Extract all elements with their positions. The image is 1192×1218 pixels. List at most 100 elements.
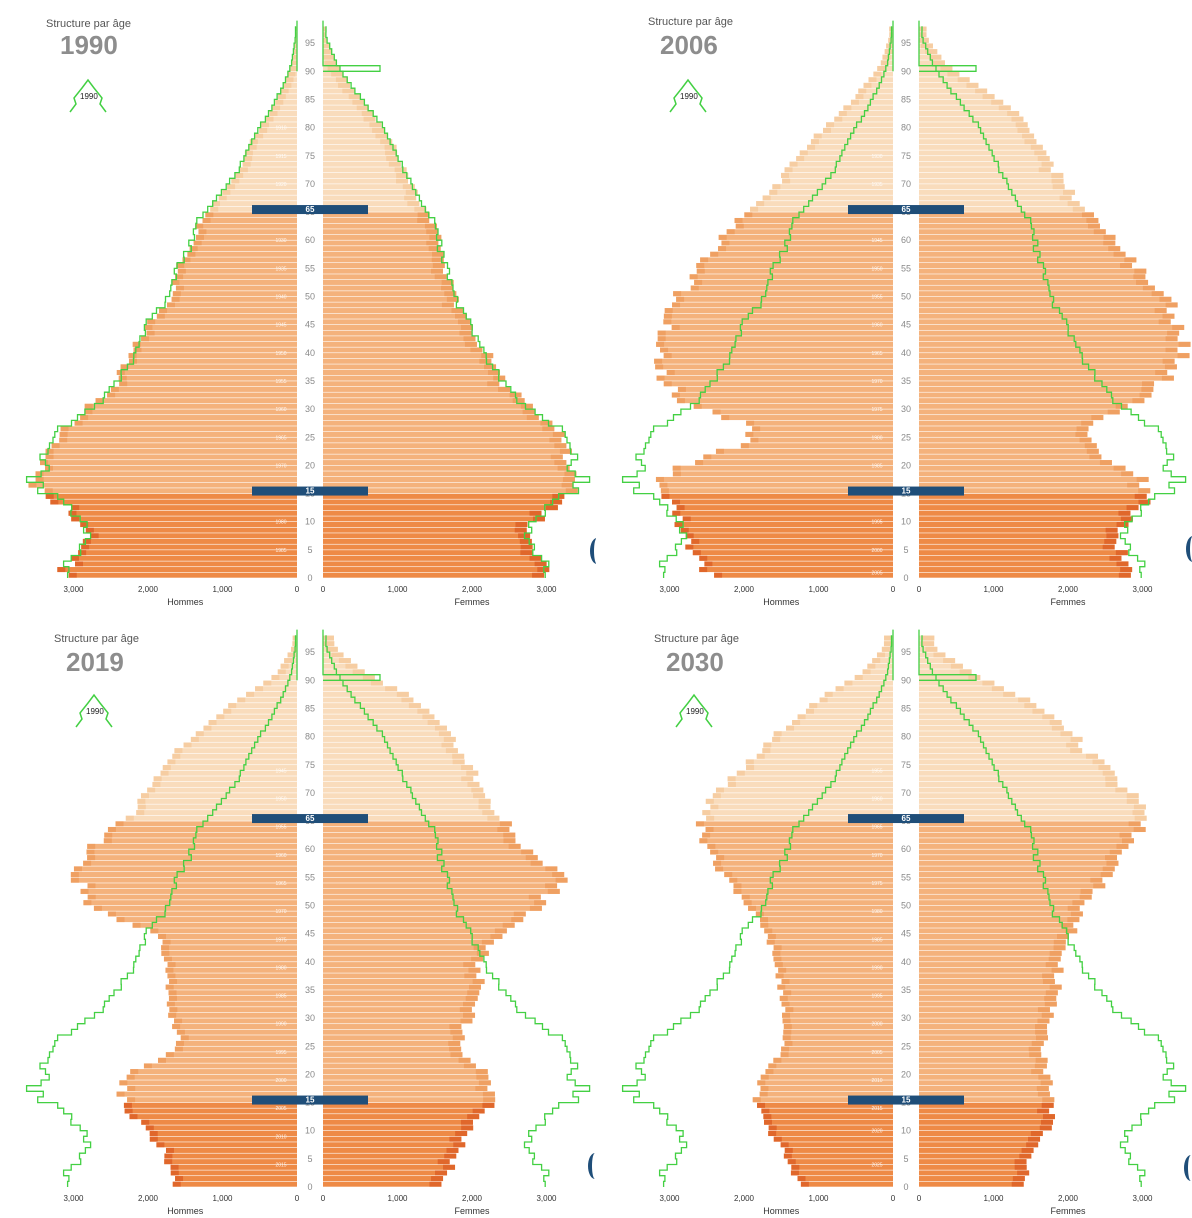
bar-women-excess bbox=[1053, 939, 1066, 945]
bar-men-excess bbox=[716, 855, 725, 861]
age-tick-label: 50 bbox=[901, 901, 911, 911]
bar-men-excess bbox=[165, 1052, 174, 1058]
bar-women-excess bbox=[1066, 742, 1079, 748]
bar-men bbox=[40, 460, 298, 466]
bar-men bbox=[656, 375, 893, 381]
bar-men-excess bbox=[223, 708, 232, 714]
bar-women bbox=[323, 127, 385, 133]
bar-men-excess bbox=[132, 341, 141, 347]
bar-men-excess bbox=[782, 178, 791, 184]
bar-men bbox=[792, 720, 893, 726]
bar-women-excess bbox=[1116, 843, 1129, 849]
bar-women bbox=[919, 956, 1061, 962]
bar-men bbox=[782, 1035, 893, 1041]
bar-men bbox=[146, 330, 297, 336]
bar-women bbox=[323, 313, 468, 319]
bar-men-excess bbox=[655, 364, 664, 370]
bar-women-excess bbox=[435, 1170, 448, 1176]
bar-men-excess bbox=[781, 978, 790, 985]
bar-women-excess bbox=[529, 510, 542, 516]
bar-women bbox=[919, 1097, 1055, 1103]
age-band-marker bbox=[848, 205, 964, 215]
bar-men-excess bbox=[242, 161, 251, 167]
bar-women-excess bbox=[1031, 1069, 1044, 1075]
bar-women bbox=[323, 161, 401, 167]
bar-women bbox=[323, 1119, 473, 1125]
bar-men bbox=[674, 522, 893, 528]
bar-women-excess bbox=[1105, 776, 1118, 782]
bar-women bbox=[323, 482, 574, 488]
bar-men-excess bbox=[779, 995, 788, 1001]
bar-women bbox=[323, 1181, 442, 1187]
bar-men bbox=[175, 1176, 297, 1182]
bar-men bbox=[761, 1108, 893, 1114]
bar-men-excess bbox=[239, 167, 248, 173]
age-tick-label: 70 bbox=[901, 788, 911, 798]
bar-women bbox=[323, 900, 547, 906]
age-tick-label: 55 bbox=[901, 263, 911, 273]
bar-men-excess bbox=[685, 544, 694, 550]
bar-women bbox=[323, 939, 494, 945]
bar-women-excess bbox=[1042, 1097, 1055, 1103]
bar-women bbox=[919, 1069, 1044, 1075]
age-tick-label: 30 bbox=[901, 1013, 911, 1023]
bar-women-excess bbox=[1115, 550, 1128, 556]
bar-women bbox=[323, 302, 454, 308]
bar-women bbox=[323, 195, 417, 201]
bar-men-excess bbox=[280, 88, 289, 94]
outline-top-women bbox=[918, 20, 977, 72]
bar-women bbox=[919, 731, 1073, 737]
pyramid-panel-1990: 0510152025303540455055606570758085909519… bbox=[0, 0, 596, 609]
bar-men-excess bbox=[746, 420, 755, 426]
bar-women-excess bbox=[1053, 945, 1066, 951]
bar-women-excess bbox=[1059, 195, 1072, 201]
bar-men bbox=[158, 933, 297, 939]
bar-women-excess bbox=[547, 888, 560, 894]
bar-men-excess bbox=[277, 94, 286, 100]
bar-women bbox=[919, 482, 1140, 488]
bar-men bbox=[35, 471, 297, 477]
bar-women-excess bbox=[1084, 443, 1097, 449]
bar-men-excess bbox=[287, 652, 296, 658]
age-tick-label: 0 bbox=[307, 1182, 312, 1192]
bar-men bbox=[726, 229, 893, 235]
bar-men bbox=[180, 1035, 297, 1041]
bar-men-excess bbox=[695, 821, 704, 827]
bar-women-excess bbox=[503, 832, 516, 838]
bar-women-excess bbox=[499, 821, 512, 827]
bar-men-excess bbox=[124, 1108, 133, 1114]
bar-men-excess bbox=[182, 257, 191, 263]
outline-women-1990 bbox=[921, 26, 1187, 578]
bar-men bbox=[676, 398, 893, 404]
bar-men bbox=[86, 849, 297, 855]
bar-women bbox=[919, 877, 1103, 883]
bar-women-excess bbox=[1031, 1040, 1044, 1046]
bar-women-excess bbox=[932, 60, 945, 66]
bar-men bbox=[696, 268, 893, 274]
bar-men bbox=[235, 172, 297, 178]
bar-men bbox=[695, 460, 893, 466]
bar-men-excess bbox=[880, 60, 889, 66]
bar-women-excess bbox=[1165, 347, 1178, 353]
x-tick-label-women: 1,000 bbox=[387, 585, 408, 594]
bar-women bbox=[323, 1147, 459, 1153]
bar-men bbox=[824, 691, 893, 697]
bar-men bbox=[156, 1142, 297, 1148]
bar-women-excess bbox=[1034, 150, 1047, 156]
bar-men bbox=[107, 392, 297, 398]
bar-men bbox=[116, 1091, 298, 1097]
bar-women bbox=[323, 223, 437, 229]
bar-women-excess bbox=[1113, 465, 1126, 471]
bar-men bbox=[844, 680, 893, 686]
bar-men-excess bbox=[750, 437, 759, 443]
bar-women-excess bbox=[463, 1063, 476, 1069]
bar-men bbox=[784, 1040, 893, 1046]
age-band-label: 15 bbox=[306, 487, 315, 496]
bar-women-excess bbox=[1154, 308, 1167, 314]
bar-women-excess bbox=[476, 950, 489, 956]
bar-men bbox=[174, 1046, 297, 1052]
bar-women-excess bbox=[1116, 561, 1129, 567]
bar-men bbox=[166, 1001, 297, 1007]
age-tick-label: 35 bbox=[305, 985, 315, 995]
bar-women-excess bbox=[453, 1142, 466, 1148]
